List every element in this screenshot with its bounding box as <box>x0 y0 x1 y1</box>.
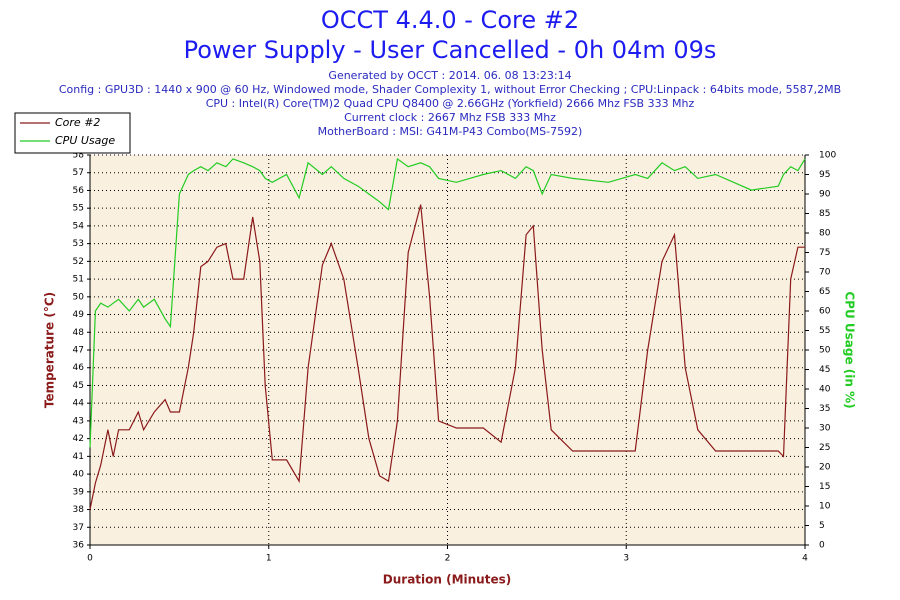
y2-tick-label: 70 <box>819 268 831 278</box>
y2-tick-label: 50 <box>819 346 831 356</box>
y2-tick-label: 80 <box>819 229 831 239</box>
y-tick-label: 36 <box>73 541 85 551</box>
legend-label: CPU Usage <box>55 134 115 147</box>
x-axis-label: Duration (Minutes) <box>383 573 511 587</box>
y2-tick-label: 25 <box>819 443 830 453</box>
y2-tick-label: 30 <box>819 424 831 434</box>
info-line: Config : GPU3D : 1440 x 900 @ 60 Hz, Win… <box>59 83 841 96</box>
info-line: CPU : Intel(R) Core(TM)2 Quad CPU Q8400 … <box>206 97 695 110</box>
y2-tick-label: 65 <box>819 287 830 297</box>
y-tick-label: 37 <box>73 523 84 533</box>
chart-subtitle: Power Supply - User Cancelled - 0h 04m 0… <box>184 36 717 64</box>
y2-tick-label: 35 <box>819 404 830 414</box>
y2-tick-label: 75 <box>819 248 830 258</box>
y2-tick-label: 60 <box>819 307 831 317</box>
y-tick-label: 50 <box>73 292 85 302</box>
x-tick-label: 2 <box>445 554 451 564</box>
y-tick-label: 58 <box>73 151 85 161</box>
y2-tick-label: 45 <box>819 365 830 375</box>
y2-tick-label: 100 <box>819 151 836 161</box>
y-tick-label: 55 <box>73 204 84 214</box>
y-tick-label: 43 <box>73 416 84 426</box>
info-line: MotherBoard : MSI: G41M-P43 Combo(MS-759… <box>318 125 583 138</box>
info-line: Generated by OCCT : 2014. 06. 08 13:23:1… <box>328 69 571 82</box>
y-tick-label: 40 <box>73 470 85 480</box>
y-tick-label: 53 <box>73 239 84 249</box>
y2-tick-label: 0 <box>819 541 825 551</box>
y2-tick-label: 55 <box>819 326 830 336</box>
y-tick-label: 38 <box>73 505 85 515</box>
series-line <box>89 157 806 448</box>
y-axis-label: Temperature (°C) <box>43 292 57 408</box>
y-tick-label: 41 <box>73 452 84 462</box>
series-line <box>89 204 805 510</box>
y-tick-label: 47 <box>73 346 84 356</box>
chart-title: OCCT 4.4.0 - Core #2 <box>321 6 579 34</box>
y-tick-label: 52 <box>73 257 84 267</box>
x-tick-label: 4 <box>802 554 808 564</box>
y-tick-label: 51 <box>73 275 84 285</box>
x-tick-label: 0 <box>87 554 93 564</box>
info-line: Current clock : 2667 Mhz FSB 333 Mhz <box>344 111 556 124</box>
y-tick-label: 57 <box>73 168 84 178</box>
y-tick-label: 44 <box>73 399 85 409</box>
legend-label: Core #2 <box>55 116 100 129</box>
y2-tick-label: 5 <box>819 521 825 531</box>
legend-box <box>14 112 131 154</box>
y2-tick-label: 15 <box>819 482 830 492</box>
y-tick-label: 56 <box>73 186 85 196</box>
y2-tick-label: 95 <box>819 170 830 180</box>
y2-tick-label: 10 <box>819 502 831 512</box>
y-tick-label: 42 <box>73 434 84 444</box>
x-tick-label: 1 <box>266 554 272 564</box>
y-tick-label: 48 <box>73 328 85 338</box>
y-tick-label: 45 <box>73 381 84 391</box>
x-tick-label: 3 <box>623 554 629 564</box>
y-tick-label: 46 <box>73 363 85 373</box>
y2-tick-label: 90 <box>819 190 831 200</box>
plot-area <box>90 155 805 545</box>
y2-tick-label: 40 <box>819 385 831 395</box>
y-tick-label: 39 <box>73 487 85 497</box>
y-tick-label: 54 <box>73 221 85 231</box>
y2-axis-label: CPU Usage (in %) <box>843 291 857 408</box>
y-tick-label: 49 <box>73 310 85 320</box>
y2-tick-label: 20 <box>819 463 831 473</box>
y2-tick-label: 85 <box>819 209 830 219</box>
